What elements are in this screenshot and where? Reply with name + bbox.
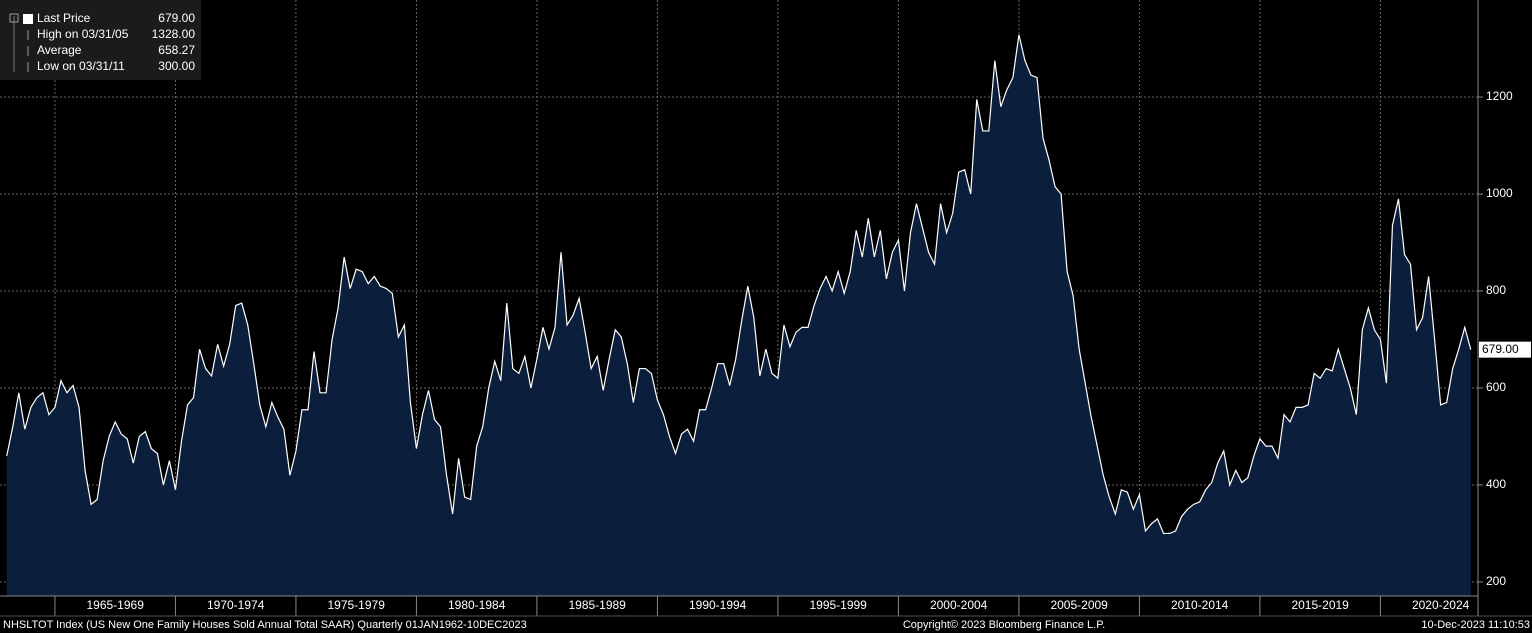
legend-value: 1328.00 xyxy=(152,27,196,41)
last-price-tag xyxy=(1479,341,1531,358)
legend-label: Average xyxy=(37,43,82,57)
x-tick-label: 2010-2014 xyxy=(1171,598,1229,612)
last-price-label: 679.00 xyxy=(1482,342,1519,356)
legend: Last Price 679.00 High on 03/31/05 1328.00 A… xyxy=(9,11,196,73)
footer-left: NHSLTOT Index (US New One Family Houses … xyxy=(3,619,527,631)
y-tick-label: 1000 xyxy=(1486,186,1513,200)
x-tick-label: 2015-2019 xyxy=(1291,598,1349,612)
plot: 200 400 600 800 1000 1200 1965-1969 1970-1974 19… xyxy=(0,0,1513,616)
legend-swatch xyxy=(23,14,33,24)
legend-label: High on 03/31/05 xyxy=(37,27,129,41)
y-tick-label: 1200 xyxy=(1486,89,1513,103)
legend-value: 679.00 xyxy=(158,11,195,25)
legend-value: 658.27 xyxy=(158,43,195,57)
x-tick-label: 1995-1999 xyxy=(809,598,867,612)
legend-box xyxy=(0,0,201,80)
x-tick-label: 1965-1969 xyxy=(86,598,144,612)
legend-label: Last Price xyxy=(37,11,91,25)
legend-label: Low on 03/31/11 xyxy=(37,59,125,73)
y-tick-label: 200 xyxy=(1486,574,1506,588)
x-tick-label: 1975-1979 xyxy=(327,598,385,612)
y-tick-label: 600 xyxy=(1486,380,1506,394)
y-tick-label: 400 xyxy=(1486,477,1506,491)
footer-center: Copyright© 2023 Bloomberg Finance L.P. xyxy=(903,619,1105,631)
legend-toggle xyxy=(9,13,19,23)
x-tick-label: 2005-2009 xyxy=(1050,598,1108,612)
x-tick-label: 1970-1974 xyxy=(207,598,265,612)
x-tick-label: 2000-2004 xyxy=(930,598,988,612)
legend-value: 300.00 xyxy=(158,59,195,73)
line xyxy=(6,34,1472,535)
footer-right: 10-Dec-2023 11:10:53 xyxy=(1421,619,1530,631)
x-tick-label: 1985-1989 xyxy=(568,598,626,612)
x-tick-label: 1980-1984 xyxy=(448,598,506,612)
x-tick-label: 2020-2024 xyxy=(1412,598,1470,612)
area xyxy=(6,34,1471,597)
y-tick-label: 800 xyxy=(1486,283,1506,297)
x-tick-label: 1990-1994 xyxy=(689,598,747,612)
